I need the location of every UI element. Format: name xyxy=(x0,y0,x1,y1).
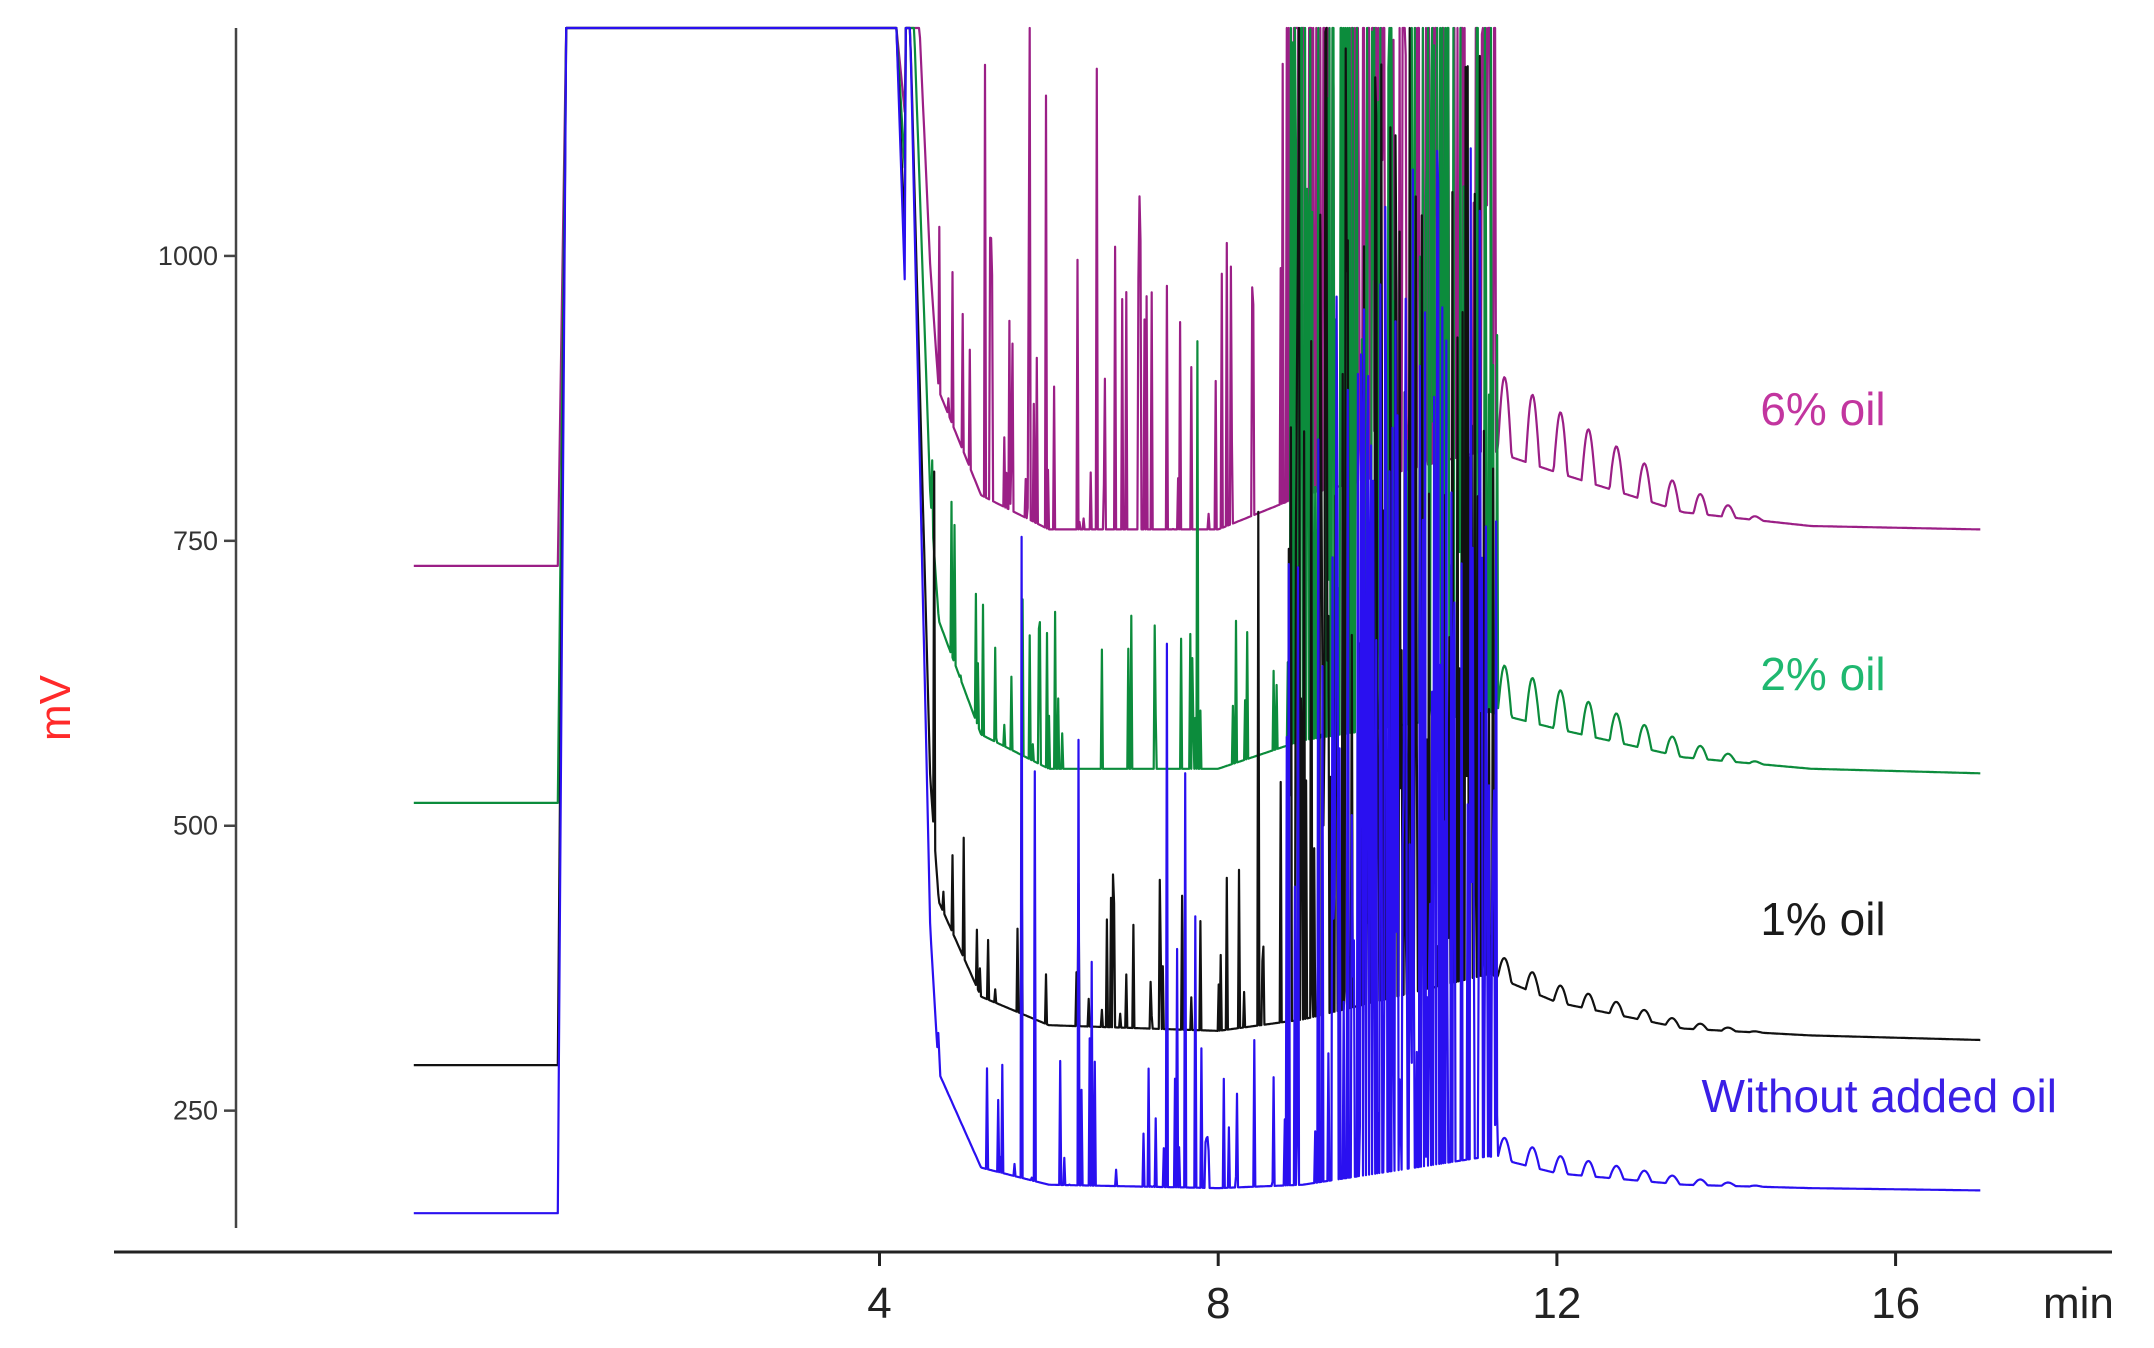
series-label: 6% oil xyxy=(1760,383,1885,435)
series-labels: 6% oil 2% oil 1% oil Without added oil xyxy=(1702,383,2057,1122)
x-tick-label: 4 xyxy=(867,1279,891,1328)
series-line xyxy=(413,26,1981,1215)
y-ticks: 250 500 750 1000 xyxy=(158,241,236,1126)
series-label: 1% oil xyxy=(1760,893,1885,945)
y-tick-label: 750 xyxy=(173,526,218,556)
y-tick-label: 1000 xyxy=(158,241,218,271)
x-tick-label: 12 xyxy=(1532,1279,1581,1328)
series-group xyxy=(413,26,1981,1215)
y-tick-label: 500 xyxy=(173,811,218,841)
x-tick-label: 16 xyxy=(1871,1279,1920,1328)
x-axis-unit: min xyxy=(2043,1279,2114,1328)
series-label: Without added oil xyxy=(1702,1070,2057,1122)
y-axis-title: mV xyxy=(31,674,80,741)
x-ticks: 4 8 12 16 xyxy=(867,1252,1920,1328)
series-line xyxy=(413,26,1981,804)
y-tick-label: 250 xyxy=(173,1096,218,1126)
x-tick-label: 8 xyxy=(1206,1279,1230,1328)
series-label: 2% oil xyxy=(1760,648,1885,700)
